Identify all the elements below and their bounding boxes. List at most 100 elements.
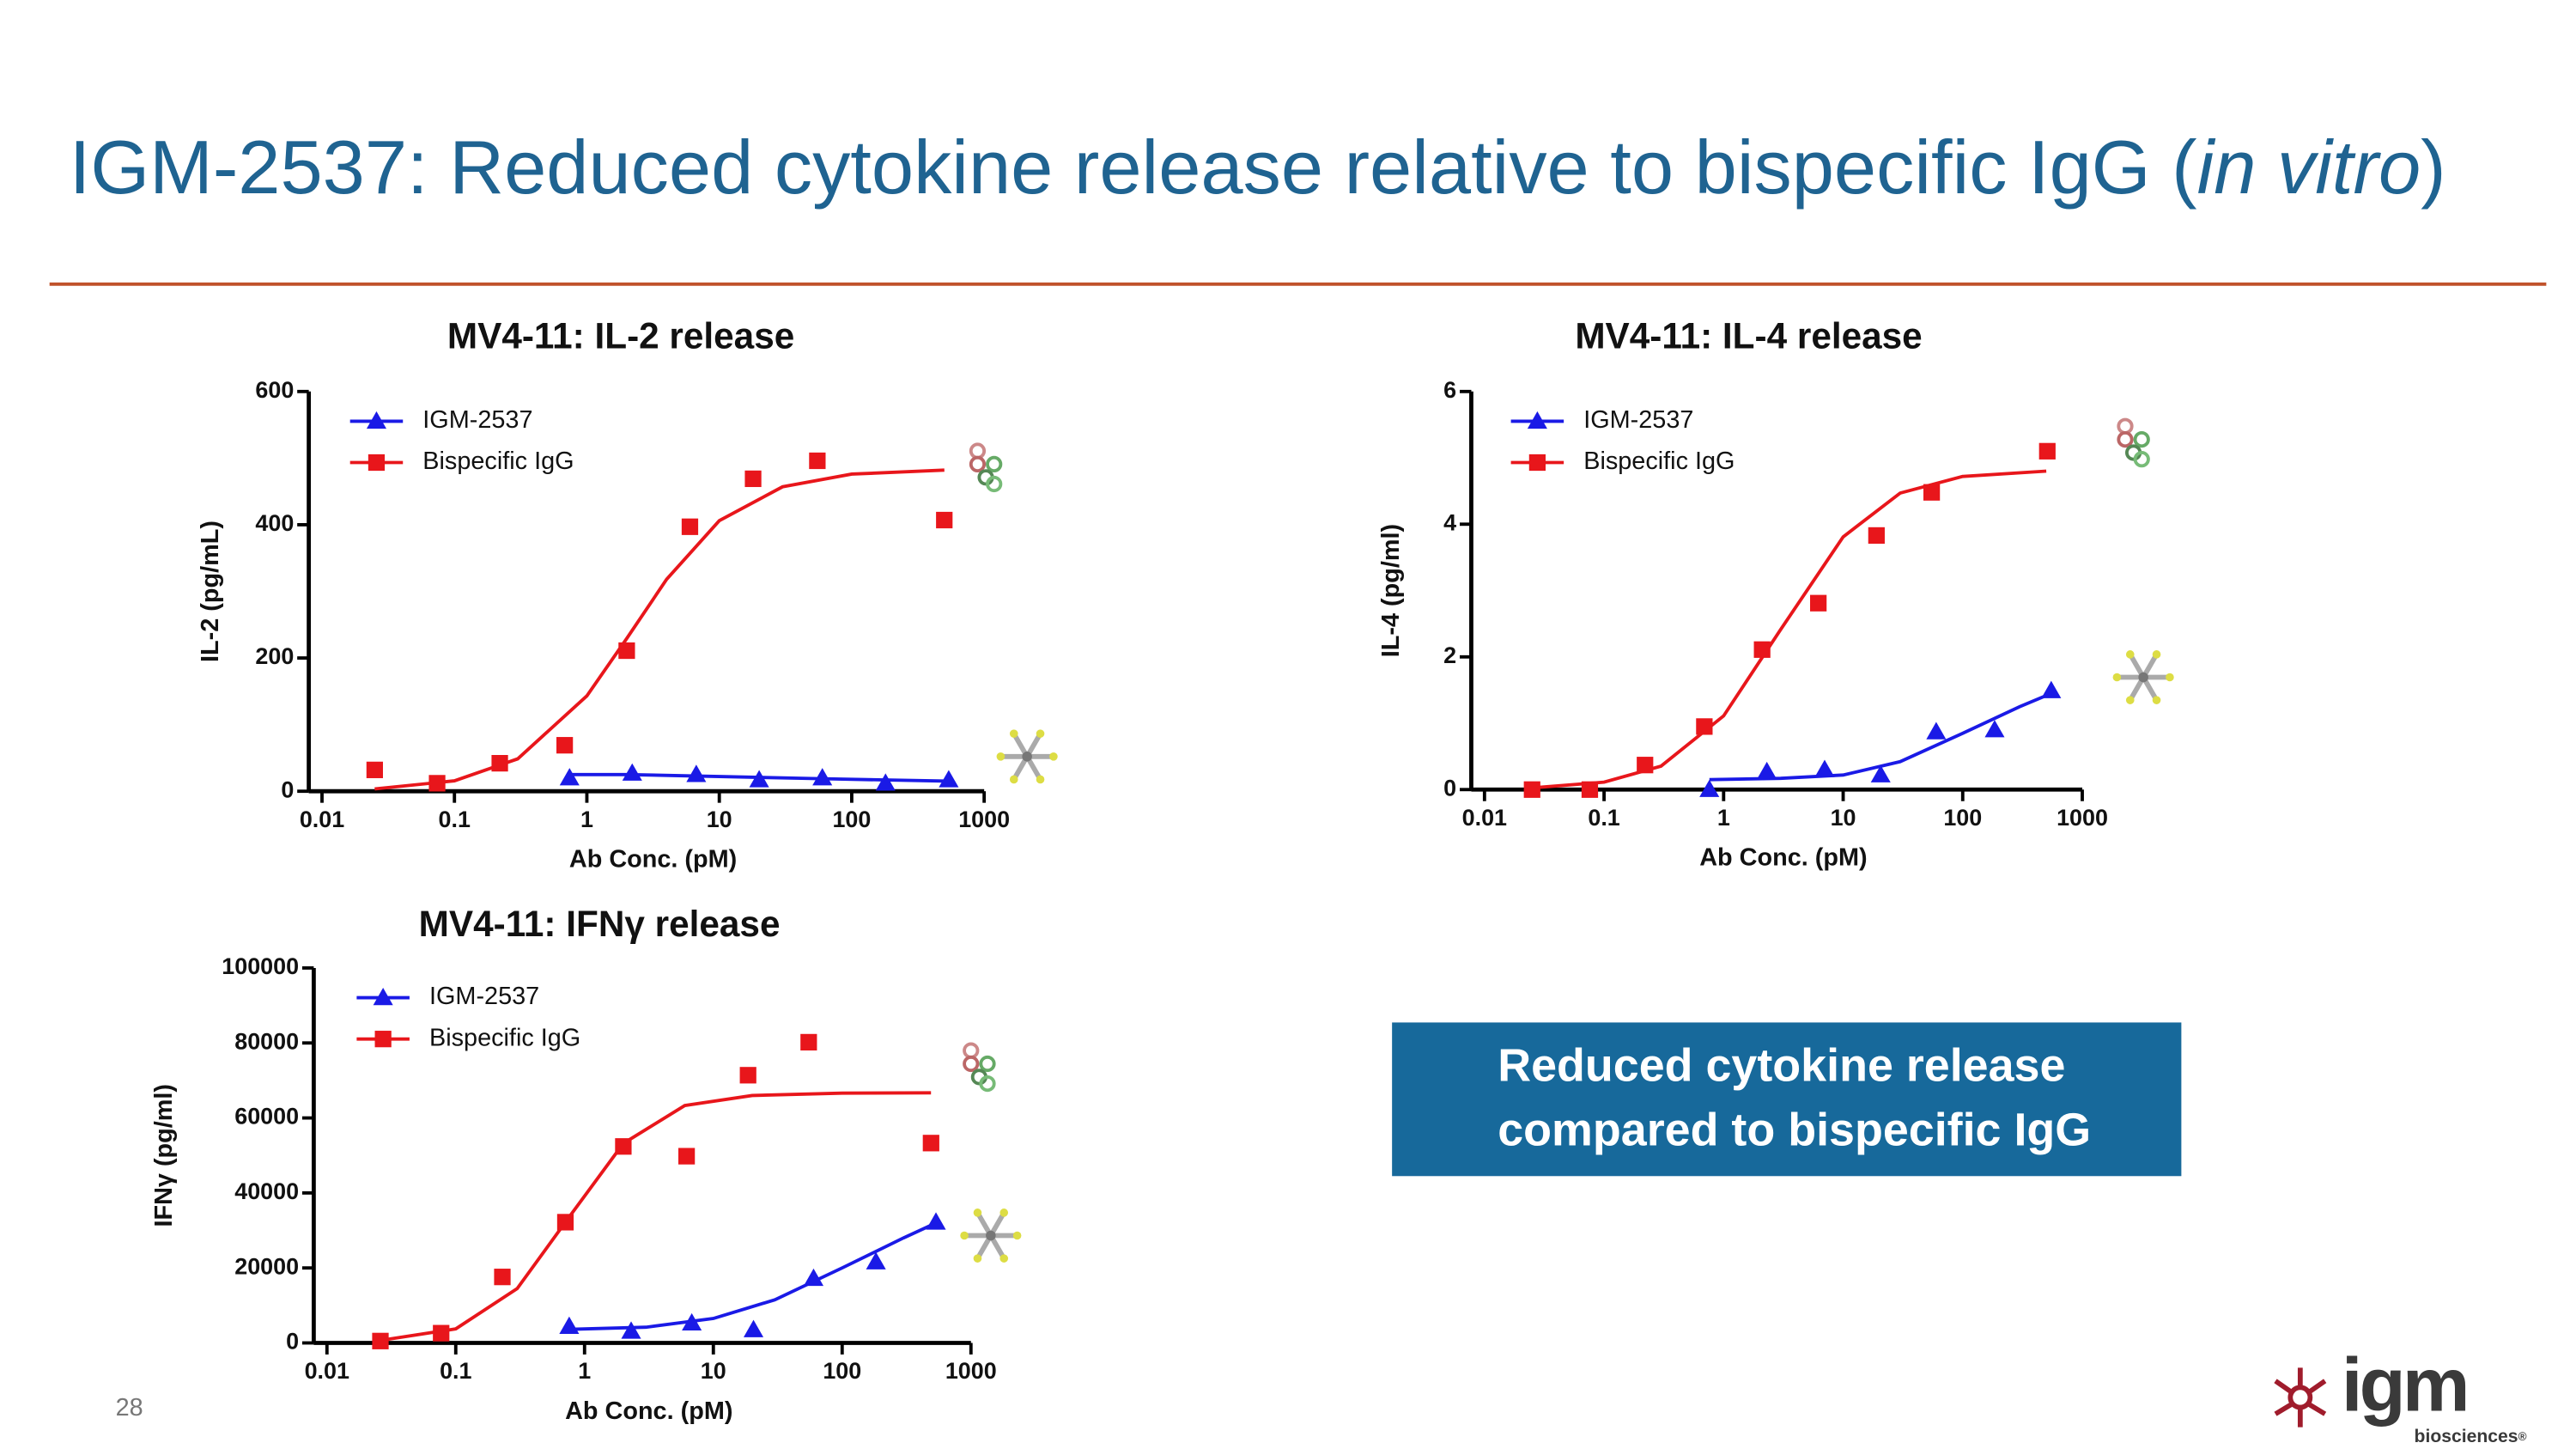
x-axis-title: Ab Conc. (pM) bbox=[569, 846, 737, 874]
x-tick-label: 10 bbox=[707, 807, 732, 832]
y-tick-label: 200 bbox=[255, 643, 294, 669]
icon-part bbox=[2117, 417, 2134, 435]
y-tick-label: 6 bbox=[1443, 377, 1456, 403]
icon-part bbox=[1022, 752, 1032, 762]
icon-part bbox=[1009, 775, 1018, 784]
data-point bbox=[1699, 779, 1720, 797]
x-tick-label: 100 bbox=[823, 1358, 861, 1384]
y-tick-label: 100000 bbox=[222, 953, 299, 979]
data-point bbox=[556, 1214, 574, 1231]
logo-icon bbox=[2274, 1367, 2327, 1428]
data-point bbox=[556, 737, 574, 754]
icon-part bbox=[963, 1055, 980, 1073]
y-axis-title: IFNγ (pg/ml) bbox=[150, 1084, 178, 1227]
y-tick-label: 80000 bbox=[234, 1028, 299, 1054]
legend-marker bbox=[368, 454, 386, 472]
chart-title: MV4-11: IL-2 release bbox=[447, 315, 794, 356]
x-tick-label: 0.01 bbox=[305, 1358, 349, 1384]
data-point bbox=[1810, 594, 1827, 612]
callout-line: Reduced cytokine release bbox=[1498, 1039, 2065, 1091]
icon-part bbox=[999, 1209, 1009, 1217]
x-tick-label: 1 bbox=[1717, 805, 1730, 831]
icon-part bbox=[2166, 673, 2174, 682]
data-point bbox=[926, 1212, 946, 1230]
page-number: 28 bbox=[116, 1394, 143, 1422]
icon-part bbox=[996, 752, 1005, 761]
data-point bbox=[875, 773, 896, 791]
icon-part bbox=[1036, 775, 1045, 784]
molecule-icon bbox=[2117, 417, 2150, 468]
data-point bbox=[1581, 781, 1599, 798]
data-point bbox=[866, 1251, 886, 1269]
icon-part bbox=[2152, 696, 2161, 704]
icon-part bbox=[1012, 1231, 1022, 1240]
x-tick-label: 1 bbox=[580, 807, 593, 832]
legend-marker bbox=[366, 411, 386, 429]
logo-text: igm bbox=[2342, 1342, 2467, 1428]
legend-label: IGM-2537 bbox=[422, 406, 532, 434]
data-point bbox=[622, 763, 642, 781]
x-tick-label: 1000 bbox=[945, 1358, 997, 1384]
legend-label: Bispecific IgG bbox=[1583, 447, 1735, 475]
x-tick-label: 1000 bbox=[958, 807, 1010, 832]
data-point bbox=[366, 761, 383, 778]
logo: igm biosciences® bbox=[2274, 1342, 2527, 1446]
data-point bbox=[922, 1135, 939, 1152]
title-italic: in vitro bbox=[2197, 125, 2421, 210]
molecule-icon bbox=[960, 1209, 1022, 1263]
logo-subtitle: biosciences® bbox=[2415, 1427, 2527, 1446]
data-point bbox=[618, 642, 635, 660]
data-point bbox=[615, 1138, 632, 1155]
data-point bbox=[743, 1319, 764, 1337]
y-tick-label: 4 bbox=[1443, 509, 1456, 535]
logo-sub: biosciences bbox=[2415, 1427, 2518, 1446]
data-point bbox=[621, 1321, 641, 1339]
data-point bbox=[1984, 720, 2005, 738]
icon-part bbox=[1009, 729, 1018, 738]
x-tick-label: 0.1 bbox=[440, 1358, 471, 1384]
data-point bbox=[1637, 757, 1654, 774]
data-point bbox=[491, 755, 508, 772]
data-point bbox=[800, 1033, 817, 1051]
legend-label: Bispecific IgG bbox=[429, 1024, 580, 1051]
legend-marker bbox=[373, 988, 393, 1006]
legend-label: Bispecific IgG bbox=[422, 447, 574, 475]
x-axis-title: Ab Conc. (pM) bbox=[1699, 844, 1867, 872]
y-axis-title: IL-2 (pg/mL) bbox=[197, 521, 224, 662]
data-point bbox=[744, 470, 762, 488]
icon-part bbox=[2133, 451, 2150, 468]
icon-part bbox=[986, 455, 1003, 473]
icon-part bbox=[979, 1055, 996, 1073]
data-point bbox=[1923, 484, 1941, 501]
fit-curve bbox=[378, 1091, 932, 1342]
data-point bbox=[686, 764, 707, 782]
data-point bbox=[739, 1067, 756, 1084]
chart-title: MV4-11: IFNγ release bbox=[419, 904, 781, 944]
icon-part bbox=[979, 1075, 996, 1093]
y-tick-label: 600 bbox=[255, 377, 294, 403]
data-point bbox=[1753, 641, 1771, 658]
data-point bbox=[372, 1332, 389, 1349]
x-tick-label: 100 bbox=[832, 807, 871, 832]
data-point bbox=[559, 1316, 580, 1334]
data-point bbox=[803, 1268, 824, 1287]
legend-marker bbox=[374, 1031, 392, 1048]
legend-marker bbox=[1527, 411, 1547, 429]
icon-part bbox=[960, 1231, 969, 1240]
callout-box bbox=[1392, 1022, 2182, 1177]
icon-part bbox=[1049, 752, 1058, 761]
title-end: ) bbox=[2421, 125, 2445, 210]
y-tick-label: 0 bbox=[281, 776, 294, 802]
logo-reg: ® bbox=[2518, 1430, 2527, 1443]
data-point bbox=[939, 770, 959, 788]
fit-curve bbox=[569, 772, 949, 783]
data-point bbox=[809, 452, 826, 470]
x-tick-label: 1 bbox=[578, 1358, 591, 1384]
icon-part bbox=[986, 475, 1003, 493]
x-tick-label: 0.01 bbox=[300, 807, 344, 832]
fit-curve bbox=[568, 1221, 937, 1331]
icon-part bbox=[999, 1254, 1009, 1263]
icon-part bbox=[2138, 672, 2148, 683]
